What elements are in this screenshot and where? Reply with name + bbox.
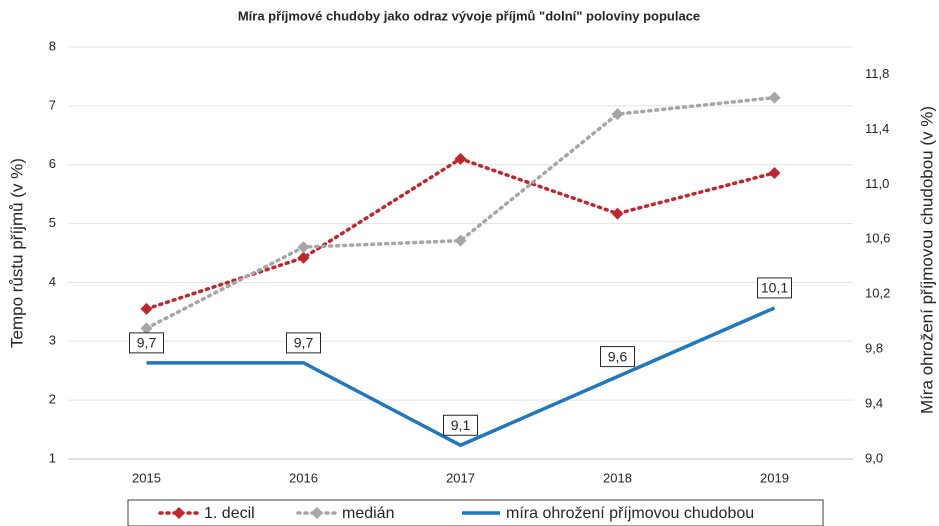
marker xyxy=(454,152,467,165)
marker xyxy=(297,241,310,254)
legend-box xyxy=(127,499,824,526)
legend-label: medián xyxy=(342,505,394,522)
y2-tick-label: 11,8 xyxy=(865,66,889,81)
y-axis-title: Tempo růstu příjmů (v %) xyxy=(7,158,26,348)
x-tick-label: 2016 xyxy=(289,470,318,485)
y-tick-label: 8 xyxy=(49,38,56,53)
y2-tick-label: 11,4 xyxy=(865,121,889,136)
chart-title: Míra příjmové chudoby jako odraz vývoje … xyxy=(238,8,700,23)
y-tick-label: 3 xyxy=(49,333,56,348)
data-label-box xyxy=(757,277,792,299)
y2-tick-label: 9,0 xyxy=(865,450,883,465)
data-label: 9,1 xyxy=(451,417,471,433)
legend-marker xyxy=(311,507,323,519)
series-line xyxy=(146,306,776,448)
marker xyxy=(768,166,781,179)
legend-label: míra ohrožení příjmovou chudobou xyxy=(506,505,754,522)
y-tick-label: 6 xyxy=(49,156,56,171)
data-label-box xyxy=(443,414,478,436)
data-label: 10,1 xyxy=(761,280,788,296)
marker xyxy=(611,207,624,220)
legend-label: 1. decil xyxy=(204,505,255,522)
x-tick-label: 2018 xyxy=(603,470,632,485)
data-label: 9,7 xyxy=(137,335,157,351)
marker xyxy=(454,234,467,247)
x-tick-label: 2015 xyxy=(132,470,161,485)
y-tick-label: 2 xyxy=(49,392,56,407)
data-label-box xyxy=(129,332,164,354)
y-tick-label: 4 xyxy=(49,274,56,289)
y2-tick-label: 10,6 xyxy=(865,231,890,246)
y-tick-label: 1 xyxy=(49,450,56,465)
series-line xyxy=(144,156,777,311)
y2-axis-title: Míra ohrožení příjmovou chudobou (v %) xyxy=(917,106,936,414)
x-tick-label: 2017 xyxy=(446,470,475,485)
y2-tick-label: 11,0 xyxy=(865,176,889,191)
marker xyxy=(140,322,153,335)
x-tick-label: 2019 xyxy=(760,470,789,485)
y2-tick-label: 10,2 xyxy=(865,286,890,301)
data-label: 9,6 xyxy=(608,348,628,364)
marker xyxy=(611,108,624,121)
marker xyxy=(768,91,781,104)
y-tick-label: 5 xyxy=(49,215,56,230)
marker xyxy=(297,251,310,264)
series-line xyxy=(144,95,777,331)
y2-tick-label: 9,8 xyxy=(865,341,883,356)
data-label-box xyxy=(286,332,321,354)
y-tick-label: 7 xyxy=(49,97,56,112)
marker xyxy=(140,302,153,315)
data-label-box xyxy=(600,346,635,368)
legend-marker xyxy=(173,507,185,519)
y2-tick-label: 9,4 xyxy=(865,396,883,411)
data-label: 9,7 xyxy=(294,335,314,351)
